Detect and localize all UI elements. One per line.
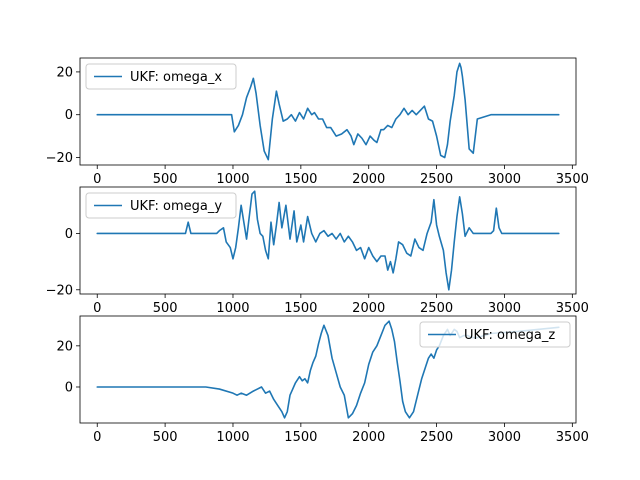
x-tick-label: 1000 bbox=[216, 430, 249, 445]
y-tick-label: −20 bbox=[46, 283, 73, 298]
legend-label: UKF: omega_x bbox=[130, 70, 222, 85]
x-tick-label: 2500 bbox=[420, 430, 453, 445]
x-tick-label: 1000 bbox=[216, 301, 249, 316]
x-tick-label: 0 bbox=[93, 172, 101, 187]
legend-label: UKF: omega_z bbox=[464, 328, 555, 343]
y-tick-label: 20 bbox=[56, 339, 73, 354]
legend-box bbox=[85, 192, 237, 219]
x-tick-label: 2000 bbox=[352, 301, 385, 316]
x-tick-label: 1500 bbox=[284, 301, 317, 316]
x-tick-label: 2000 bbox=[352, 430, 385, 445]
axes-frame bbox=[79, 57, 577, 166]
x-tick-label: 3500 bbox=[556, 301, 589, 316]
x-tick-label: 1500 bbox=[284, 430, 317, 445]
x-tick-label: 1000 bbox=[216, 172, 249, 187]
x-tick-label: 0 bbox=[93, 430, 101, 445]
x-tick-label: 500 bbox=[153, 172, 178, 187]
subplot-omega-y: 0 500 1000 1500 2000 2500 3000 3500 −20 0 UKF: ome… bbox=[46, 186, 589, 316]
legend-box bbox=[419, 321, 571, 348]
y-tick-label: 0 bbox=[65, 108, 73, 123]
y-tick-label: −20 bbox=[46, 151, 73, 166]
subplot-omega-x: 0 500 1000 1500 2000 2500 3000 3500 −20 0 20 UKF: o… bbox=[46, 57, 589, 187]
x-tick-label: 2000 bbox=[352, 172, 385, 187]
x-tick-label: 3000 bbox=[488, 430, 521, 445]
x-tick-label: 2500 bbox=[420, 301, 453, 316]
x-tick-label: 500 bbox=[153, 430, 178, 445]
x-tick-label: 0 bbox=[93, 301, 101, 316]
x-tick-label: 1500 bbox=[284, 172, 317, 187]
y-tick-label: 0 bbox=[65, 380, 73, 395]
legend: UKF: omega_z bbox=[419, 321, 571, 348]
y-tick-label: 20 bbox=[56, 65, 73, 80]
series-line-omega-x bbox=[96, 62, 560, 161]
subplot-omega-z: 0 500 1000 1500 2000 2500 3000 3500 0 20 UKF: omeg… bbox=[56, 315, 589, 445]
legend: UKF: omega_y bbox=[85, 192, 237, 219]
x-tick-label: 3000 bbox=[488, 172, 521, 187]
legend: UKF: omega_x bbox=[85, 63, 237, 90]
axes-frame bbox=[79, 315, 577, 424]
y-tick-label: 0 bbox=[65, 227, 73, 242]
x-tick-label: 3500 bbox=[556, 172, 589, 187]
legend-box bbox=[85, 63, 237, 90]
axes-frame bbox=[79, 186, 577, 295]
legend-label: UKF: omega_y bbox=[130, 199, 222, 214]
x-tick-label: 500 bbox=[153, 301, 178, 316]
series-line-omega-y bbox=[96, 190, 560, 291]
x-tick-label: 3500 bbox=[556, 430, 589, 445]
x-tick-label: 2500 bbox=[420, 172, 453, 187]
x-tick-label: 3000 bbox=[488, 301, 521, 316]
